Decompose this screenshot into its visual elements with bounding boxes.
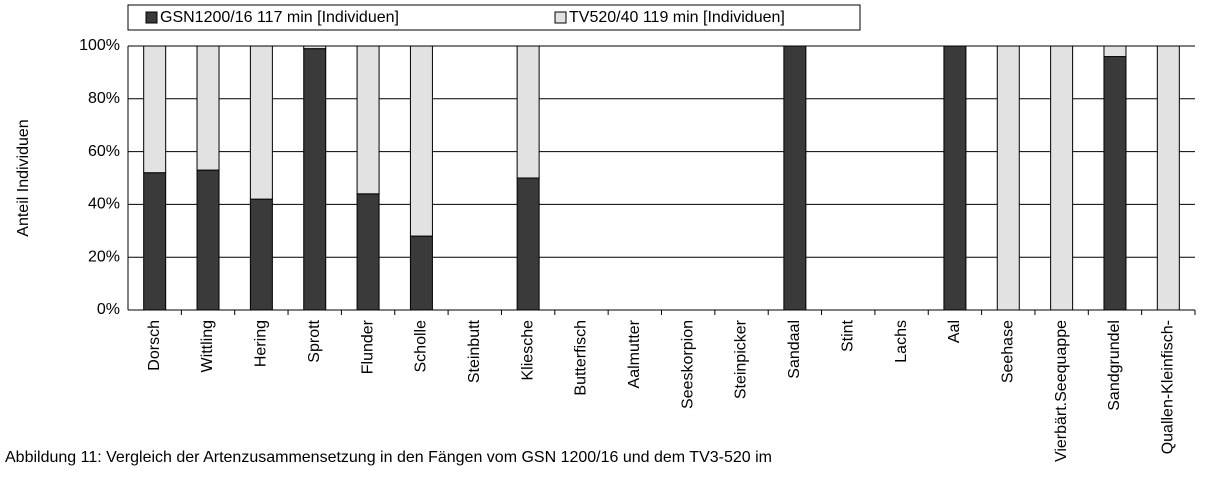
legend-box <box>127 4 861 31</box>
legend-swatch <box>554 11 567 24</box>
x-tick-label: Sprott <box>306 319 323 362</box>
x-tick-label: Hering <box>253 320 270 367</box>
bar-segment <box>196 45 220 171</box>
x-tick-label: Wittling <box>199 320 216 372</box>
bar-segment <box>196 169 220 311</box>
caption: Abbildung 11: Vergleich der Artenzusamme… <box>5 449 772 466</box>
legend-label: GSN1200/16 117 min [Individuen] <box>160 9 399 26</box>
legend-label: TV520/40 119 min [Individuen] <box>569 9 785 26</box>
x-tick-label: Scholle <box>413 320 430 373</box>
bar-segment <box>143 172 167 311</box>
bar-segment <box>249 198 273 311</box>
legend-swatch <box>145 11 158 24</box>
y-tick-label: 100% <box>79 37 120 54</box>
bar-segment <box>303 45 327 50</box>
bar-segment <box>409 45 433 237</box>
y-tick-label: 0% <box>97 301 120 318</box>
bar-segment <box>1103 45 1127 58</box>
bar-segment <box>516 45 540 179</box>
x-tick-label: Flunder <box>359 319 376 374</box>
x-tick-label: Sandaal <box>786 320 803 379</box>
y-axis-label: Anteil Individuen <box>15 119 32 236</box>
x-tick-label: Dorsch <box>146 320 163 371</box>
x-tick-label: Aal <box>946 320 963 343</box>
y-tick-label: 60% <box>88 143 120 160</box>
bar-segment <box>356 193 380 311</box>
x-tick-label: Steinbutt <box>466 319 483 383</box>
x-tick-label: Kliesche <box>519 320 536 381</box>
y-tick-label: 80% <box>88 90 120 107</box>
bar-segment <box>409 235 433 311</box>
x-tick-label: Stint <box>839 319 856 352</box>
x-tick-label: Seehase <box>999 320 1016 383</box>
x-tick-label: Sandgrundel <box>1106 320 1123 411</box>
x-tick-label: Seeskorpion <box>679 320 696 409</box>
x-tick-label: Vierbärt.Seequappe <box>1053 320 1070 462</box>
bar-segment <box>943 45 967 311</box>
y-tick-label: 20% <box>88 248 120 265</box>
bar-segment <box>356 45 380 195</box>
y-tick-label: 40% <box>88 196 120 213</box>
x-tick-label: Butterfisch <box>573 320 590 396</box>
bar-segment <box>1103 56 1127 311</box>
bar-segment <box>783 45 807 311</box>
x-tick-label: Steinpicker <box>733 319 750 399</box>
bar-segment <box>996 45 1020 311</box>
bar-segment <box>1156 45 1180 311</box>
bar-segment <box>303 48 327 311</box>
bar-segment <box>1050 45 1074 311</box>
bar-segment <box>143 45 167 174</box>
bar-segment <box>249 45 273 200</box>
x-tick-label: Lachs <box>893 320 910 363</box>
x-tick-label: Aalmutter <box>626 319 643 388</box>
bar-segment <box>516 177 540 311</box>
x-tick-label: Quallen-Kleinfisch- <box>1160 320 1177 454</box>
